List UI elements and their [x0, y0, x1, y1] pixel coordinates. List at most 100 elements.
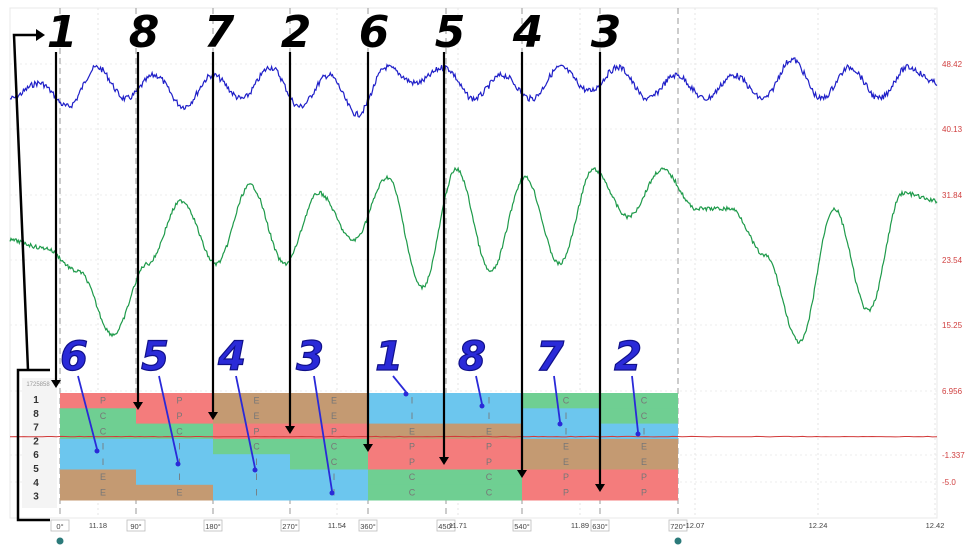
- degree-tick-label: 360°: [360, 522, 376, 531]
- stroke-cell-label: C: [331, 442, 338, 452]
- stroke-cell-label: I: [488, 396, 491, 406]
- stroke-cell: [446, 438, 522, 455]
- label-bracket: [16, 368, 50, 522]
- stroke-cell-label: I: [102, 442, 105, 452]
- degree-tick-box: [512, 519, 532, 532]
- stroke-cell: [368, 423, 446, 440]
- y-tick-label: 15.25: [942, 321, 963, 330]
- stroke-cell-label: C: [253, 442, 260, 452]
- stroke-cell-label: E: [253, 411, 259, 421]
- stroke-cell-label: C: [486, 487, 493, 497]
- stroke-cell-label: P: [409, 457, 415, 467]
- black-marker-number: 5: [435, 7, 466, 58]
- blue-marker-arrowhead: [403, 391, 409, 397]
- blue-marker-number: 5: [141, 334, 169, 380]
- row-label-panel: [22, 378, 57, 508]
- y-tick-label: 6.956: [942, 387, 963, 396]
- stroke-cell-label: P: [486, 442, 492, 452]
- stroke-cell: [446, 393, 522, 409]
- stroke-cell: [213, 393, 290, 409]
- stroke-cell: [60, 469, 136, 486]
- blue-marker-number: 3: [296, 334, 324, 380]
- blue-marker-arrowhead: [329, 490, 335, 496]
- blue-marker-number: 6: [60, 334, 88, 380]
- x-axis-ticks: 0° 90° 180° 270° 360° 450° 540° 630° 720° 11.18 11…: [50, 519, 945, 545]
- timeline-end-handle: [674, 537, 682, 545]
- time-tick-label: 12.07: [686, 521, 705, 530]
- stroke-cell: [522, 469, 600, 486]
- stroke-cell-label: E: [176, 487, 182, 497]
- stroke-cell-label: I: [333, 472, 336, 482]
- y-tick-label: 40.13: [942, 125, 963, 134]
- degree-tick-box: [358, 519, 378, 532]
- stroke-cell-label: I: [255, 487, 258, 497]
- black-marker-arrowhead: [133, 402, 143, 410]
- cylinder-row-label: 3: [33, 492, 39, 503]
- degree-tick-box: [280, 519, 300, 532]
- stroke-cell: [522, 438, 600, 455]
- stroke-cell: [136, 393, 213, 409]
- plot-frame: [9, 7, 938, 519]
- stroke-cell: [290, 454, 368, 470]
- time-tick-label: 11.89: [571, 521, 589, 530]
- blue-marker-arrow: [553, 375, 561, 423]
- stroke-strip: P P E E I I C CC P E E I I I CC C P P E E I II I C C P P E EI I I C P P E E…: [22, 378, 678, 508]
- stroke-cell: [290, 484, 368, 501]
- timeline-start-handle: [56, 537, 64, 545]
- blue-marker-arrow: [235, 375, 256, 469]
- stroke-cell: [136, 423, 213, 440]
- stroke-cell-label: P: [563, 472, 569, 482]
- black-marker-arrowhead: [439, 457, 449, 465]
- black-marker-arrowhead: [208, 412, 218, 420]
- series-blue-line: [9, 57, 938, 118]
- stroke-cell: [600, 438, 678, 455]
- stroke-cell: [60, 454, 136, 470]
- stroke-cell: [213, 454, 290, 470]
- blue-marker-number: 2: [614, 334, 642, 380]
- cylinder-row-label: 8: [33, 409, 39, 420]
- cylinder-row-label: 7: [33, 423, 39, 434]
- stroke-cell: [522, 454, 600, 470]
- stroke-cell-label: P: [409, 442, 415, 452]
- stroke-cell: [600, 454, 678, 470]
- stroke-cell-label: I: [488, 411, 491, 421]
- stroke-cell: [60, 408, 136, 424]
- blue-marker-number: 7: [536, 334, 564, 380]
- stroke-cell: [368, 454, 446, 470]
- degree-tick-label: 0°: [56, 522, 63, 531]
- stroke-cell-label: P: [176, 411, 182, 421]
- blue-marker-arrow: [313, 375, 333, 492]
- stroke-cell: [522, 393, 600, 409]
- black-marker-number: 8: [129, 7, 160, 58]
- stroke-cell-label: C: [176, 426, 183, 436]
- black-marker-number: 4: [512, 7, 544, 58]
- stroke-cell: [368, 438, 446, 455]
- stroke-cell-label: E: [331, 411, 337, 421]
- blue-marker-arrowhead: [252, 467, 258, 473]
- black-marker-number: 1: [47, 7, 78, 58]
- stroke-cell: [290, 438, 368, 455]
- stroke-cell-label: P: [253, 426, 259, 436]
- blue-marker-arrow: [631, 375, 639, 433]
- stroke-cell-label: C: [409, 472, 416, 482]
- cylinder-row-label: 1: [33, 395, 39, 406]
- stroke-cell: [213, 408, 290, 424]
- degree-tick-label: 180°: [205, 522, 221, 531]
- annotations: 1 8 7 2 6 5 4 36 5 4 3 1 8 7 2: [12, 7, 643, 522]
- degree-tick-label: 90°: [130, 522, 141, 531]
- blue-marker-arrow: [158, 375, 179, 463]
- blue-marker-arrow: [475, 375, 483, 405]
- series-green-line: [9, 166, 938, 344]
- stroke-cell-label: C: [641, 411, 648, 421]
- stroke-cell-label: I: [411, 411, 414, 421]
- stroke-cell: [368, 393, 446, 409]
- stroke-cell: [368, 469, 446, 486]
- degree-tick-label: 720°: [670, 522, 686, 531]
- stroke-cell: [213, 423, 290, 440]
- stroke-cell-label: C: [486, 472, 493, 482]
- stroke-cell-label: I: [255, 472, 258, 482]
- time-tick-label: 12.42: [926, 521, 945, 530]
- stroke-cell-label: E: [409, 426, 415, 436]
- black-marker-arrowhead: [517, 470, 527, 478]
- black-marker-number: 7: [204, 7, 235, 58]
